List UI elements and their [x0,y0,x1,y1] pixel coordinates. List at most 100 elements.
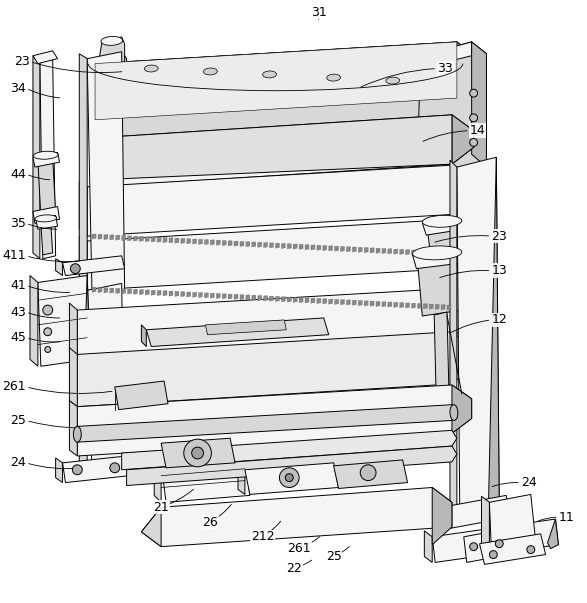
Circle shape [279,468,299,487]
Polygon shape [95,42,457,154]
Circle shape [110,463,120,473]
Polygon shape [98,234,102,239]
Polygon shape [299,244,303,250]
Polygon shape [77,332,471,406]
Polygon shape [329,246,333,251]
Text: 45: 45 [10,331,26,344]
Polygon shape [33,55,40,259]
Polygon shape [104,235,108,239]
Polygon shape [245,463,339,494]
Polygon shape [452,288,471,338]
Polygon shape [417,42,487,180]
Text: 23: 23 [491,230,507,242]
Ellipse shape [423,215,462,227]
Polygon shape [281,244,285,248]
Polygon shape [382,248,386,253]
Circle shape [360,465,376,481]
Ellipse shape [386,77,400,84]
Polygon shape [400,249,404,254]
Text: 34: 34 [11,82,26,95]
Polygon shape [490,494,536,549]
Polygon shape [287,297,291,302]
Text: 33: 33 [437,62,453,75]
Circle shape [495,540,503,548]
Polygon shape [169,238,173,243]
Polygon shape [447,251,451,257]
Polygon shape [400,303,404,308]
Polygon shape [246,242,250,247]
Polygon shape [115,381,168,409]
Polygon shape [102,115,474,187]
Polygon shape [56,259,63,276]
Text: 261: 261 [2,380,26,393]
Polygon shape [471,42,487,167]
Polygon shape [394,249,398,254]
Circle shape [192,447,204,459]
Polygon shape [175,238,179,243]
Polygon shape [151,290,155,295]
Polygon shape [161,456,250,502]
Polygon shape [181,292,185,297]
Polygon shape [452,219,471,269]
Polygon shape [116,288,120,294]
Polygon shape [317,298,321,303]
Polygon shape [204,293,208,298]
Polygon shape [217,294,220,298]
Polygon shape [447,305,451,310]
Polygon shape [352,300,356,305]
Polygon shape [110,288,114,293]
Ellipse shape [144,65,158,72]
Polygon shape [205,320,286,335]
Circle shape [470,114,478,122]
Polygon shape [122,235,126,241]
Polygon shape [69,401,77,456]
Text: 12: 12 [491,314,507,326]
Polygon shape [56,458,63,482]
Polygon shape [210,240,214,245]
Text: 261: 261 [287,542,311,555]
Polygon shape [238,465,245,494]
Polygon shape [364,301,368,306]
Polygon shape [305,298,309,303]
Polygon shape [427,386,457,409]
Polygon shape [84,276,90,362]
Polygon shape [264,295,268,301]
Circle shape [470,89,478,97]
Polygon shape [38,276,90,366]
Polygon shape [269,243,274,248]
Polygon shape [441,251,445,256]
Polygon shape [340,247,345,251]
Polygon shape [99,37,124,66]
Polygon shape [228,241,232,246]
Text: 11: 11 [558,511,574,523]
Ellipse shape [262,71,276,78]
Polygon shape [40,58,56,259]
Polygon shape [193,292,197,297]
Ellipse shape [413,246,462,260]
Polygon shape [41,221,53,255]
Polygon shape [376,248,380,253]
Polygon shape [358,247,362,253]
Polygon shape [340,300,345,305]
Polygon shape [187,239,191,244]
Text: 25: 25 [10,414,26,427]
Polygon shape [258,295,262,300]
Polygon shape [87,283,124,479]
Polygon shape [36,215,58,229]
Polygon shape [163,291,167,296]
Text: 44: 44 [11,168,26,180]
Polygon shape [317,245,321,250]
Polygon shape [435,305,439,309]
Text: 43: 43 [11,306,26,318]
Polygon shape [222,294,226,299]
Polygon shape [146,236,149,242]
Polygon shape [210,293,214,298]
Polygon shape [222,241,226,245]
Polygon shape [394,302,398,308]
Polygon shape [258,242,262,247]
Polygon shape [311,298,315,303]
Polygon shape [352,247,356,252]
Polygon shape [127,289,131,294]
Polygon shape [370,301,374,306]
Polygon shape [452,385,471,434]
